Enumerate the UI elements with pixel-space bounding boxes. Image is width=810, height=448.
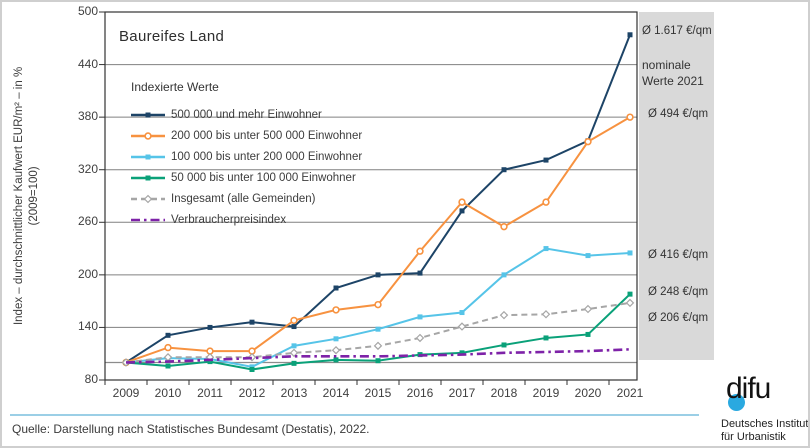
legend-item-1: 200 000 bis unter 500 000 Einwohner bbox=[131, 125, 362, 146]
x-tick-label: 2015 bbox=[364, 386, 392, 400]
legend-label: 100 000 bis unter 200 000 Einwohner bbox=[171, 150, 363, 163]
legend-item-2: 100 000 bis unter 200 000 Einwohner bbox=[131, 146, 362, 167]
series-2 bbox=[123, 246, 633, 370]
series-4 bbox=[121, 298, 635, 367]
source-note: Quelle: Darstellung nach Statistisches B… bbox=[12, 422, 370, 436]
legend-title: Indexierte Werte bbox=[131, 80, 219, 94]
y-tick-label: 200 bbox=[77, 266, 98, 281]
x-tick-label: 2009 bbox=[112, 386, 140, 400]
y-tick-label: 440 bbox=[77, 56, 98, 71]
legend-item-3: 50 000 bis unter 100 000 Einwohner bbox=[131, 167, 362, 188]
legend-marker-icon bbox=[131, 194, 165, 203]
x-tick-label: 2016 bbox=[406, 386, 434, 400]
x-tick-label: 2014 bbox=[322, 386, 350, 400]
difu-logo-text: difu bbox=[726, 372, 771, 405]
nominal-value-label: Ø 1.617 €/qm bbox=[642, 25, 712, 37]
legend-label: Insgesamt (alle Gemeinden) bbox=[171, 192, 316, 205]
nominal-values-panel: Ø 1.617 €/qm nominale Werte 2021 Ø 494 €… bbox=[639, 12, 714, 360]
series-3 bbox=[123, 291, 633, 372]
legend-label: 500 000 und mehr Einwohner bbox=[171, 108, 322, 121]
institute-name-line1: Deutsches Institut bbox=[721, 418, 809, 430]
chart-title: Baureifes Land bbox=[119, 28, 225, 45]
legend-marker-icon bbox=[131, 112, 165, 117]
x-tick-label: 2019 bbox=[532, 386, 560, 400]
legend-marker-icon bbox=[131, 154, 165, 159]
x-tick-label: 2020 bbox=[574, 386, 602, 400]
legend-marker-icon bbox=[131, 175, 165, 180]
nominal-value-label: Ø 494 €/qm bbox=[648, 108, 709, 120]
x-tick-label: 2018 bbox=[490, 386, 518, 400]
y-axis-title-line2: (2009=100) bbox=[28, 166, 40, 226]
footer-divider bbox=[10, 414, 699, 416]
nominal-value-label: Ø 206 €/qm bbox=[648, 312, 709, 324]
side-panel-header: nominale Werte 2021 bbox=[642, 58, 704, 88]
nominal-value-label: Ø 416 €/qm bbox=[648, 249, 709, 261]
legend: Indexierte Werte 500 000 und mehr Einwoh… bbox=[131, 80, 362, 230]
x-tick-label: 2013 bbox=[280, 386, 308, 400]
legend-label: 200 000 bis unter 500 000 Einwohner bbox=[171, 129, 363, 142]
legend-items: 500 000 und mehr Einwohner 200 000 bis un… bbox=[131, 104, 362, 230]
difu-logo-tagline: Deutsches Institut für Urbanistik bbox=[721, 418, 808, 444]
difu-logo-dot-icon bbox=[728, 394, 745, 411]
legend-item-5: Verbraucherpreisindex bbox=[131, 209, 362, 230]
legend-marker-icon bbox=[131, 218, 165, 221]
y-tick-label: 140 bbox=[77, 319, 98, 334]
legend-label: Verbraucherpreisindex bbox=[171, 213, 287, 226]
series-5 bbox=[125, 348, 631, 364]
legend-item-0: 500 000 und mehr Einwohner bbox=[131, 104, 362, 125]
x-tick-label: 2011 bbox=[197, 386, 223, 400]
x-tick-label: 2012 bbox=[238, 386, 266, 400]
institute-name-line2: für Urbanistik bbox=[721, 431, 786, 444]
legend-item-4: Insgesamt (alle Gemeinden) bbox=[131, 188, 362, 209]
y-axis-title-line1: Index – durchschnittlicher Kaufwert EUR/… bbox=[13, 66, 26, 326]
y-tick-label: 320 bbox=[77, 161, 98, 176]
y-axis-title: Index – durchschnittlicher Kaufwert EUR/… bbox=[12, 11, 42, 381]
y-tick-label: 260 bbox=[77, 214, 98, 229]
x-tick-label: 2017 bbox=[448, 386, 476, 400]
legend-label: 50 000 bis unter 100 000 Einwohner bbox=[171, 171, 356, 184]
x-tick-label: 2010 bbox=[154, 386, 182, 400]
x-tick-label: 2021 bbox=[616, 386, 644, 400]
y-tick-label: 380 bbox=[77, 109, 98, 124]
nominal-value-label: Ø 248 €/qm bbox=[648, 286, 709, 298]
y-tick-label: 80 bbox=[84, 372, 98, 386]
legend-marker-icon bbox=[131, 131, 165, 140]
y-tick-label: 500 bbox=[77, 4, 98, 18]
